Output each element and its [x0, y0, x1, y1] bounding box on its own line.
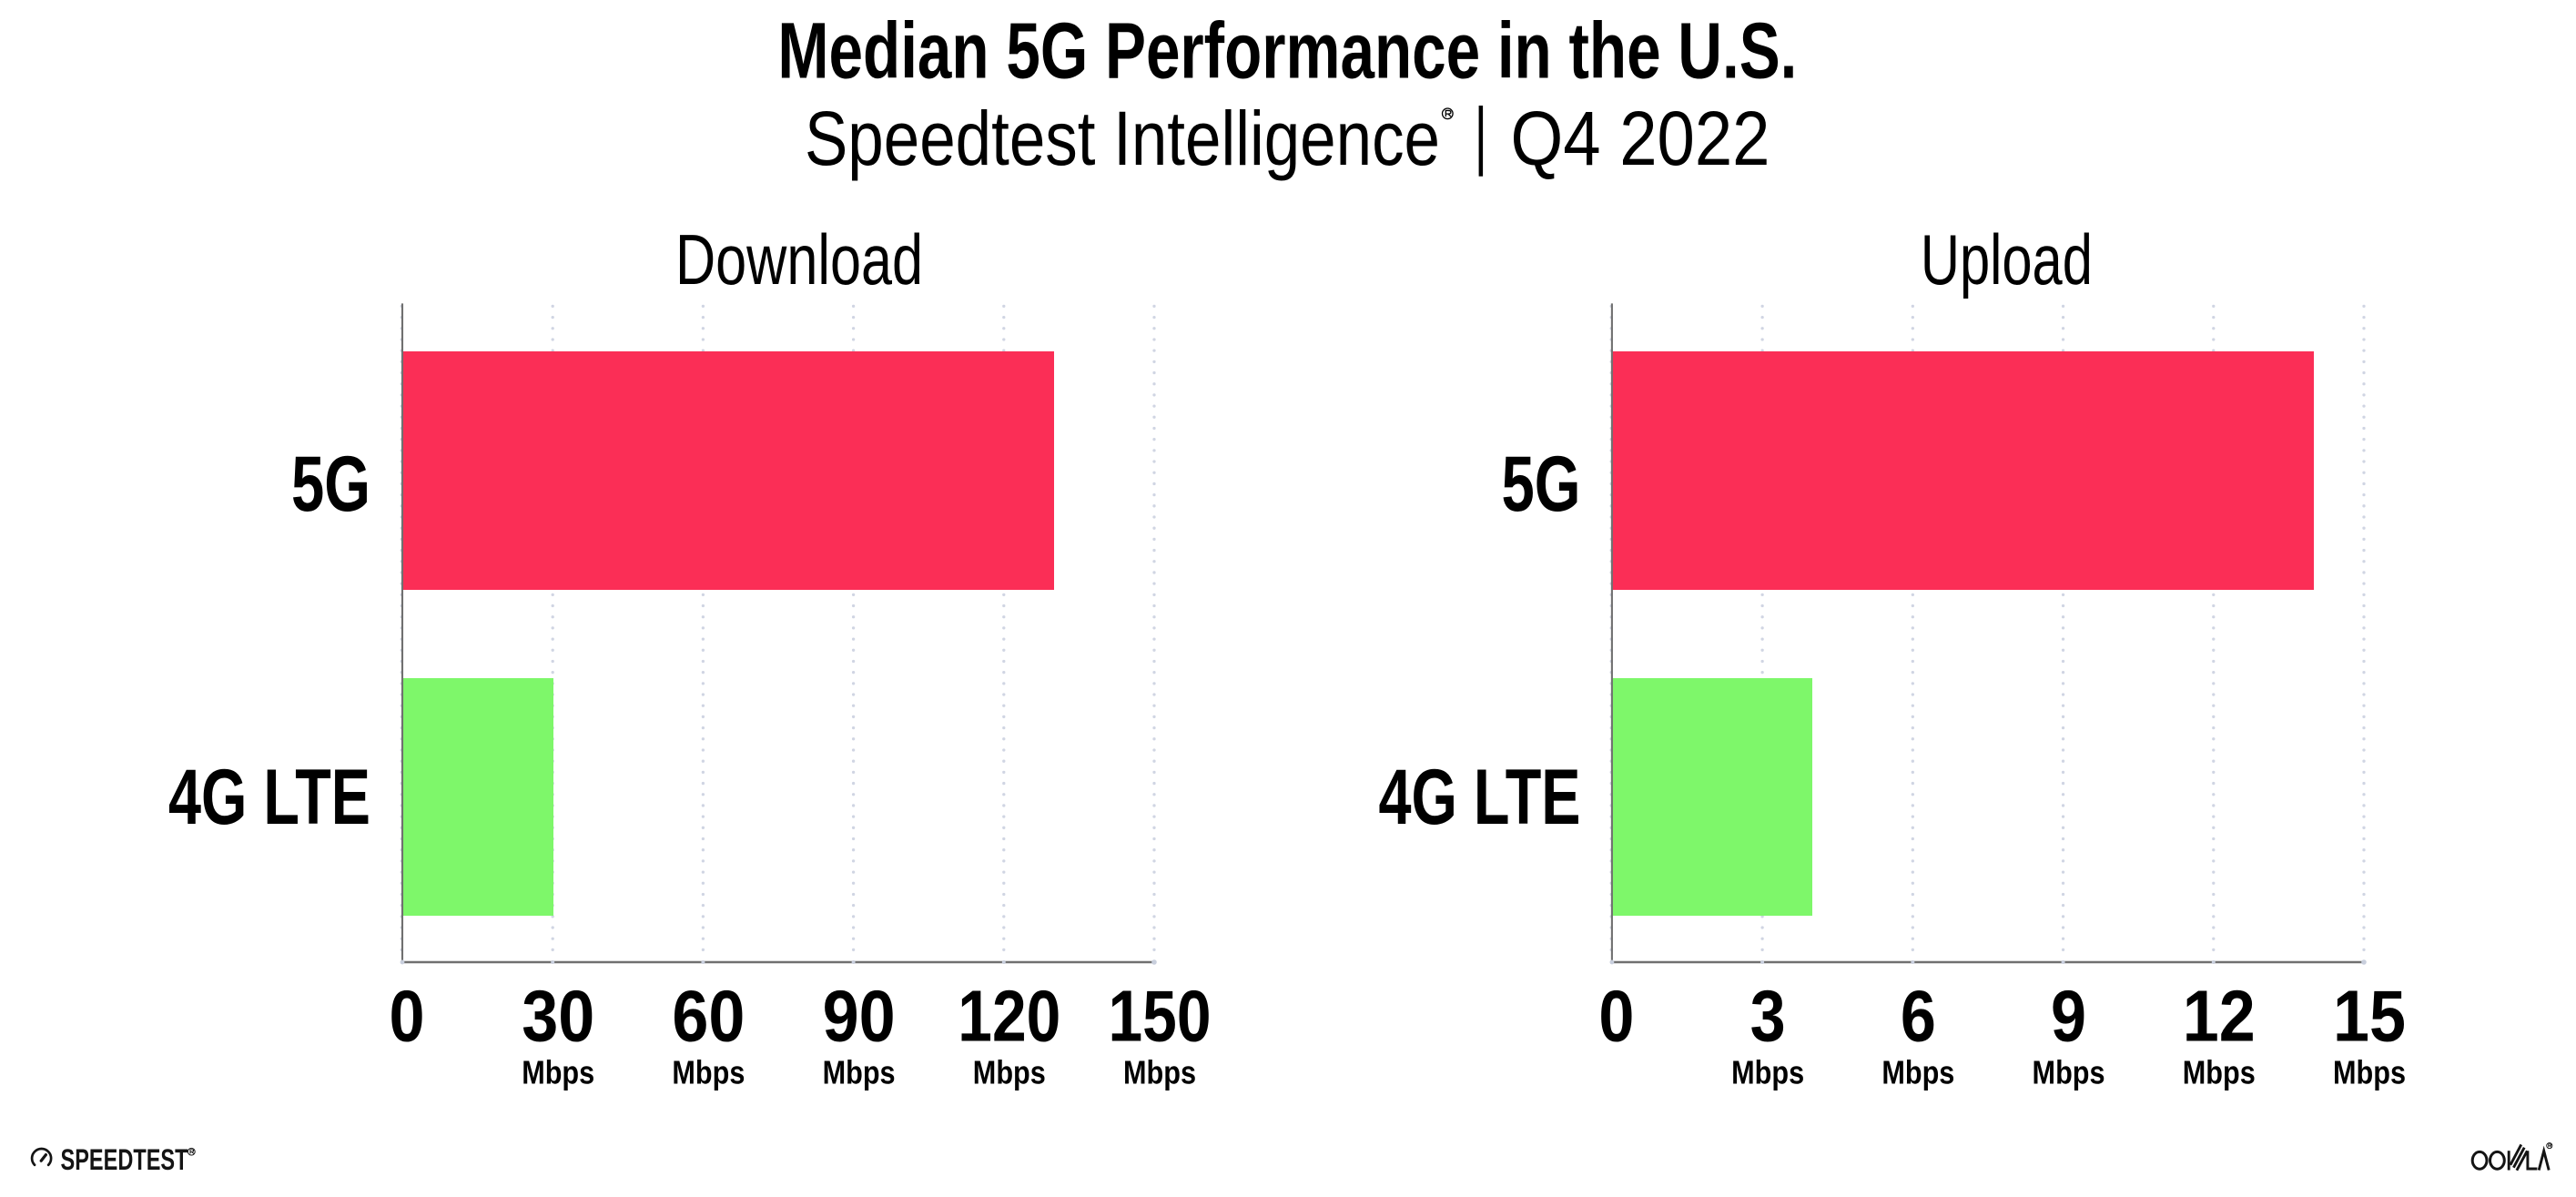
svg-text:4G LTE: 4G LTE — [1379, 754, 1581, 841]
svg-text:5G: 5G — [291, 441, 370, 528]
svg-text:Download: Download — [675, 219, 923, 299]
svg-text:Speedtest Intelligence: Speedtest Intelligence — [805, 96, 1440, 181]
svg-text:Median 5G Performance in the U: Median 5G Performance in the U.S. — [777, 6, 1797, 95]
svg-text:120: 120 — [958, 975, 1060, 1056]
svg-text:Mbps: Mbps — [2183, 1053, 2256, 1090]
svg-text:Mbps: Mbps — [522, 1053, 594, 1090]
svg-text:0: 0 — [390, 975, 425, 1056]
svg-text:60: 60 — [672, 975, 745, 1056]
svg-text:Mbps: Mbps — [1731, 1053, 1804, 1090]
svg-text:5G: 5G — [1502, 441, 1581, 528]
svg-text:Q4 2022: Q4 2022 — [1511, 96, 1770, 181]
svg-text:Mbps: Mbps — [1881, 1053, 1954, 1090]
svg-text:90: 90 — [823, 975, 896, 1056]
svg-text:9: 9 — [2051, 975, 2086, 1056]
svg-text:3: 3 — [1750, 975, 1786, 1056]
svg-text:4G LTE: 4G LTE — [168, 754, 370, 841]
svg-text:SPEEDTEST: SPEEDTEST — [61, 1143, 188, 1176]
svg-text:15: 15 — [2333, 975, 2406, 1056]
svg-text:6: 6 — [1901, 975, 1936, 1056]
svg-text:Upload: Upload — [1921, 219, 2093, 299]
svg-text:30: 30 — [522, 975, 594, 1056]
svg-text:Mbps: Mbps — [1123, 1053, 1196, 1090]
svg-text:Mbps: Mbps — [672, 1053, 745, 1090]
svg-text:Mbps: Mbps — [2333, 1053, 2406, 1090]
svg-text:Mbps: Mbps — [2033, 1053, 2105, 1090]
svg-text:Mbps: Mbps — [823, 1053, 896, 1090]
svg-text:Mbps: Mbps — [973, 1053, 1046, 1090]
svg-text:150: 150 — [1109, 975, 1212, 1056]
svg-text:12: 12 — [2183, 975, 2256, 1056]
svg-text:0: 0 — [1598, 975, 1634, 1056]
